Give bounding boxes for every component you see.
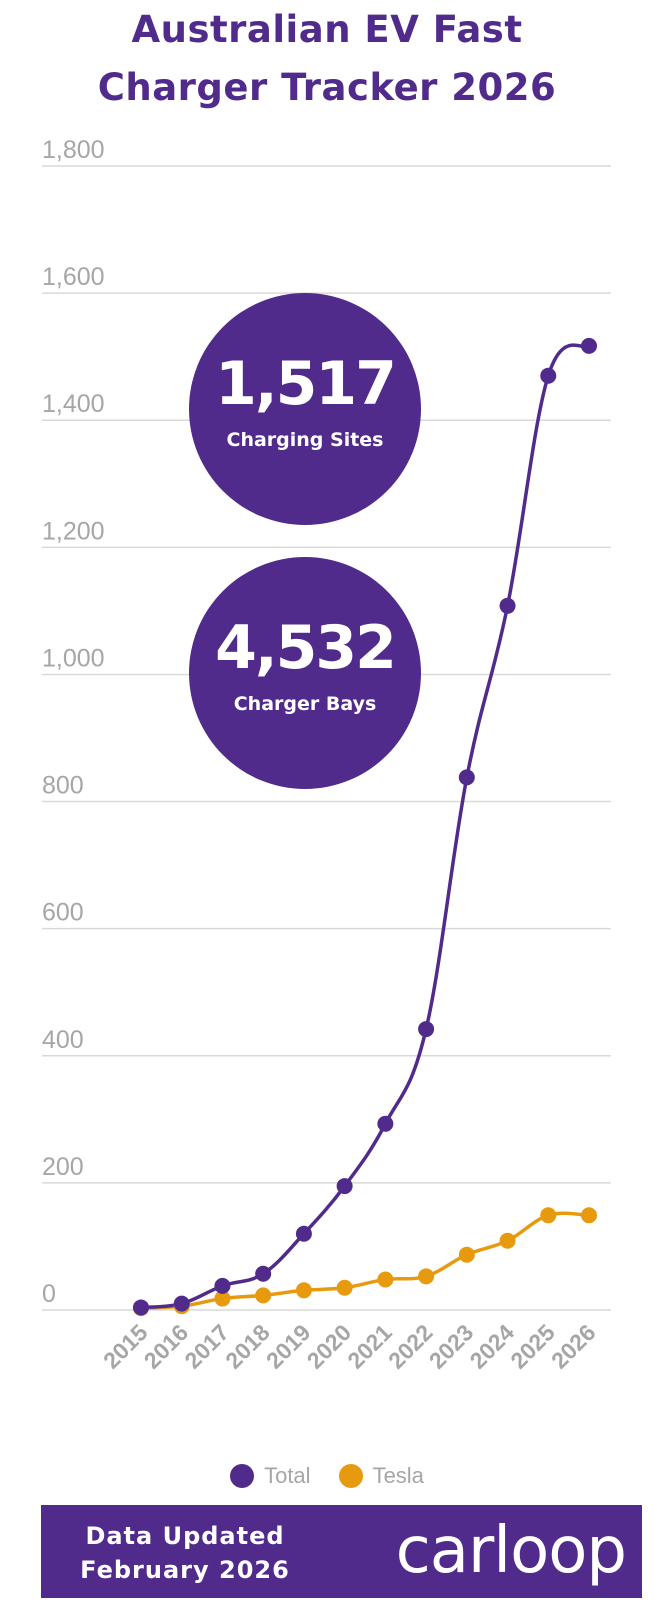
legend-item-total: Total [230,1463,311,1489]
x-tick-label: 2018 [220,1319,275,1374]
data-point-tesla-2017 [214,1290,231,1307]
data-point-tesla-2018 [255,1287,272,1304]
x-tick-label: 2023 [424,1319,479,1374]
y-tick-label: 1,400 [42,390,105,418]
y-tick-label: 800 [42,772,84,800]
data-point-tesla-2022 [418,1268,435,1285]
y-tick-label: 400 [42,1026,84,1054]
x-axis-ticks: 2015201620172018201920202021202220232024… [98,1319,601,1374]
data-point-total-2022 [418,1021,435,1038]
x-tick-label: 2016 [139,1319,194,1374]
data-point-total-2021 [377,1115,394,1132]
x-tick-label: 2015 [98,1319,153,1374]
line-chart: 0 200 400 600 800 1,000 1,200 1,400 1,600 1,800 2… [42,136,611,1374]
y-axis-ticks: 0 200 400 600 800 1,000 1,200 1,400 1,600 1,800 [42,136,105,1308]
updated-line-2: February 2026 [80,1556,290,1584]
kpi-sites-label: Charging Sites [226,429,384,451]
updated-line-1: Data Updated [85,1522,285,1550]
legend-label-total: Total [264,1463,311,1488]
kpi-bays-value: 4,532 [215,613,397,683]
x-tick-label: 2022 [383,1319,438,1374]
data-point-total-2024 [499,597,516,614]
data-point-tesla-2025 [540,1207,557,1224]
legend-dot-tesla [338,1464,363,1488]
y-tick-label: 0 [42,1280,56,1308]
chart-title: Australian EV Fast Charger Tracker 2026 [0,0,654,116]
kpi-charger-bays: 4,532 Charger Bays [189,557,421,789]
legend-dot-total [230,1464,255,1488]
data-point-total-2018 [255,1265,272,1282]
y-tick-label: 600 [42,899,84,927]
kpi-bays-label: Charger Bays [233,693,377,715]
data-point-tesla-2023 [458,1246,475,1263]
title-line-2: Charger Tracker 2026 [97,66,557,109]
legend-label-tesla: Tesla [372,1463,424,1488]
data-point-total-2015 [133,1299,149,1316]
title-line-1: Australian EV Fast [131,8,523,51]
series-line-total [140,343,591,1310]
y-tick-label: 1,000 [42,644,105,672]
data-point-tesla-2019 [295,1282,312,1299]
data-point-total-2019 [295,1225,312,1242]
x-tick-label: 2020 [302,1319,357,1374]
data-point-total-2026 [581,337,597,354]
x-tick-label: 2024 [465,1319,520,1374]
data-point-total-2023 [458,769,475,786]
series-points [133,337,597,1317]
data-updated-note: Data Updated February 2026 [55,1519,315,1587]
legend-item-tesla: Tesla [338,1463,424,1489]
carloop-logo: carloop [395,1514,627,1588]
x-tick-label: 2021 [342,1319,397,1374]
data-point-total-2017 [214,1277,231,1294]
y-tick-label: 1,200 [42,517,105,545]
x-tick-label: 2025 [505,1319,560,1374]
data-point-tesla-2026 [581,1207,597,1224]
footer-banner: Data Updated February 2026 carloop [41,1505,642,1598]
chart-legend: Total Tesla [0,1458,654,1494]
y-tick-label: 1,600 [42,263,105,291]
data-point-tesla-2020 [336,1279,353,1296]
x-tick-label: 2026 [546,1319,601,1374]
data-point-total-2016 [173,1295,190,1312]
x-tick-label: 2017 [179,1319,234,1374]
kpi-sites-value: 1,517 [215,349,397,419]
x-tick-label: 2019 [261,1319,316,1374]
y-tick-label: 1,800 [42,136,105,164]
data-point-tesla-2021 [377,1271,394,1288]
y-tick-label: 200 [42,1153,84,1181]
data-point-total-2020 [336,1178,353,1195]
data-point-total-2025 [540,367,557,384]
kpi-charging-sites: 1,517 Charging Sites [189,293,421,525]
data-point-tesla-2024 [499,1232,516,1249]
